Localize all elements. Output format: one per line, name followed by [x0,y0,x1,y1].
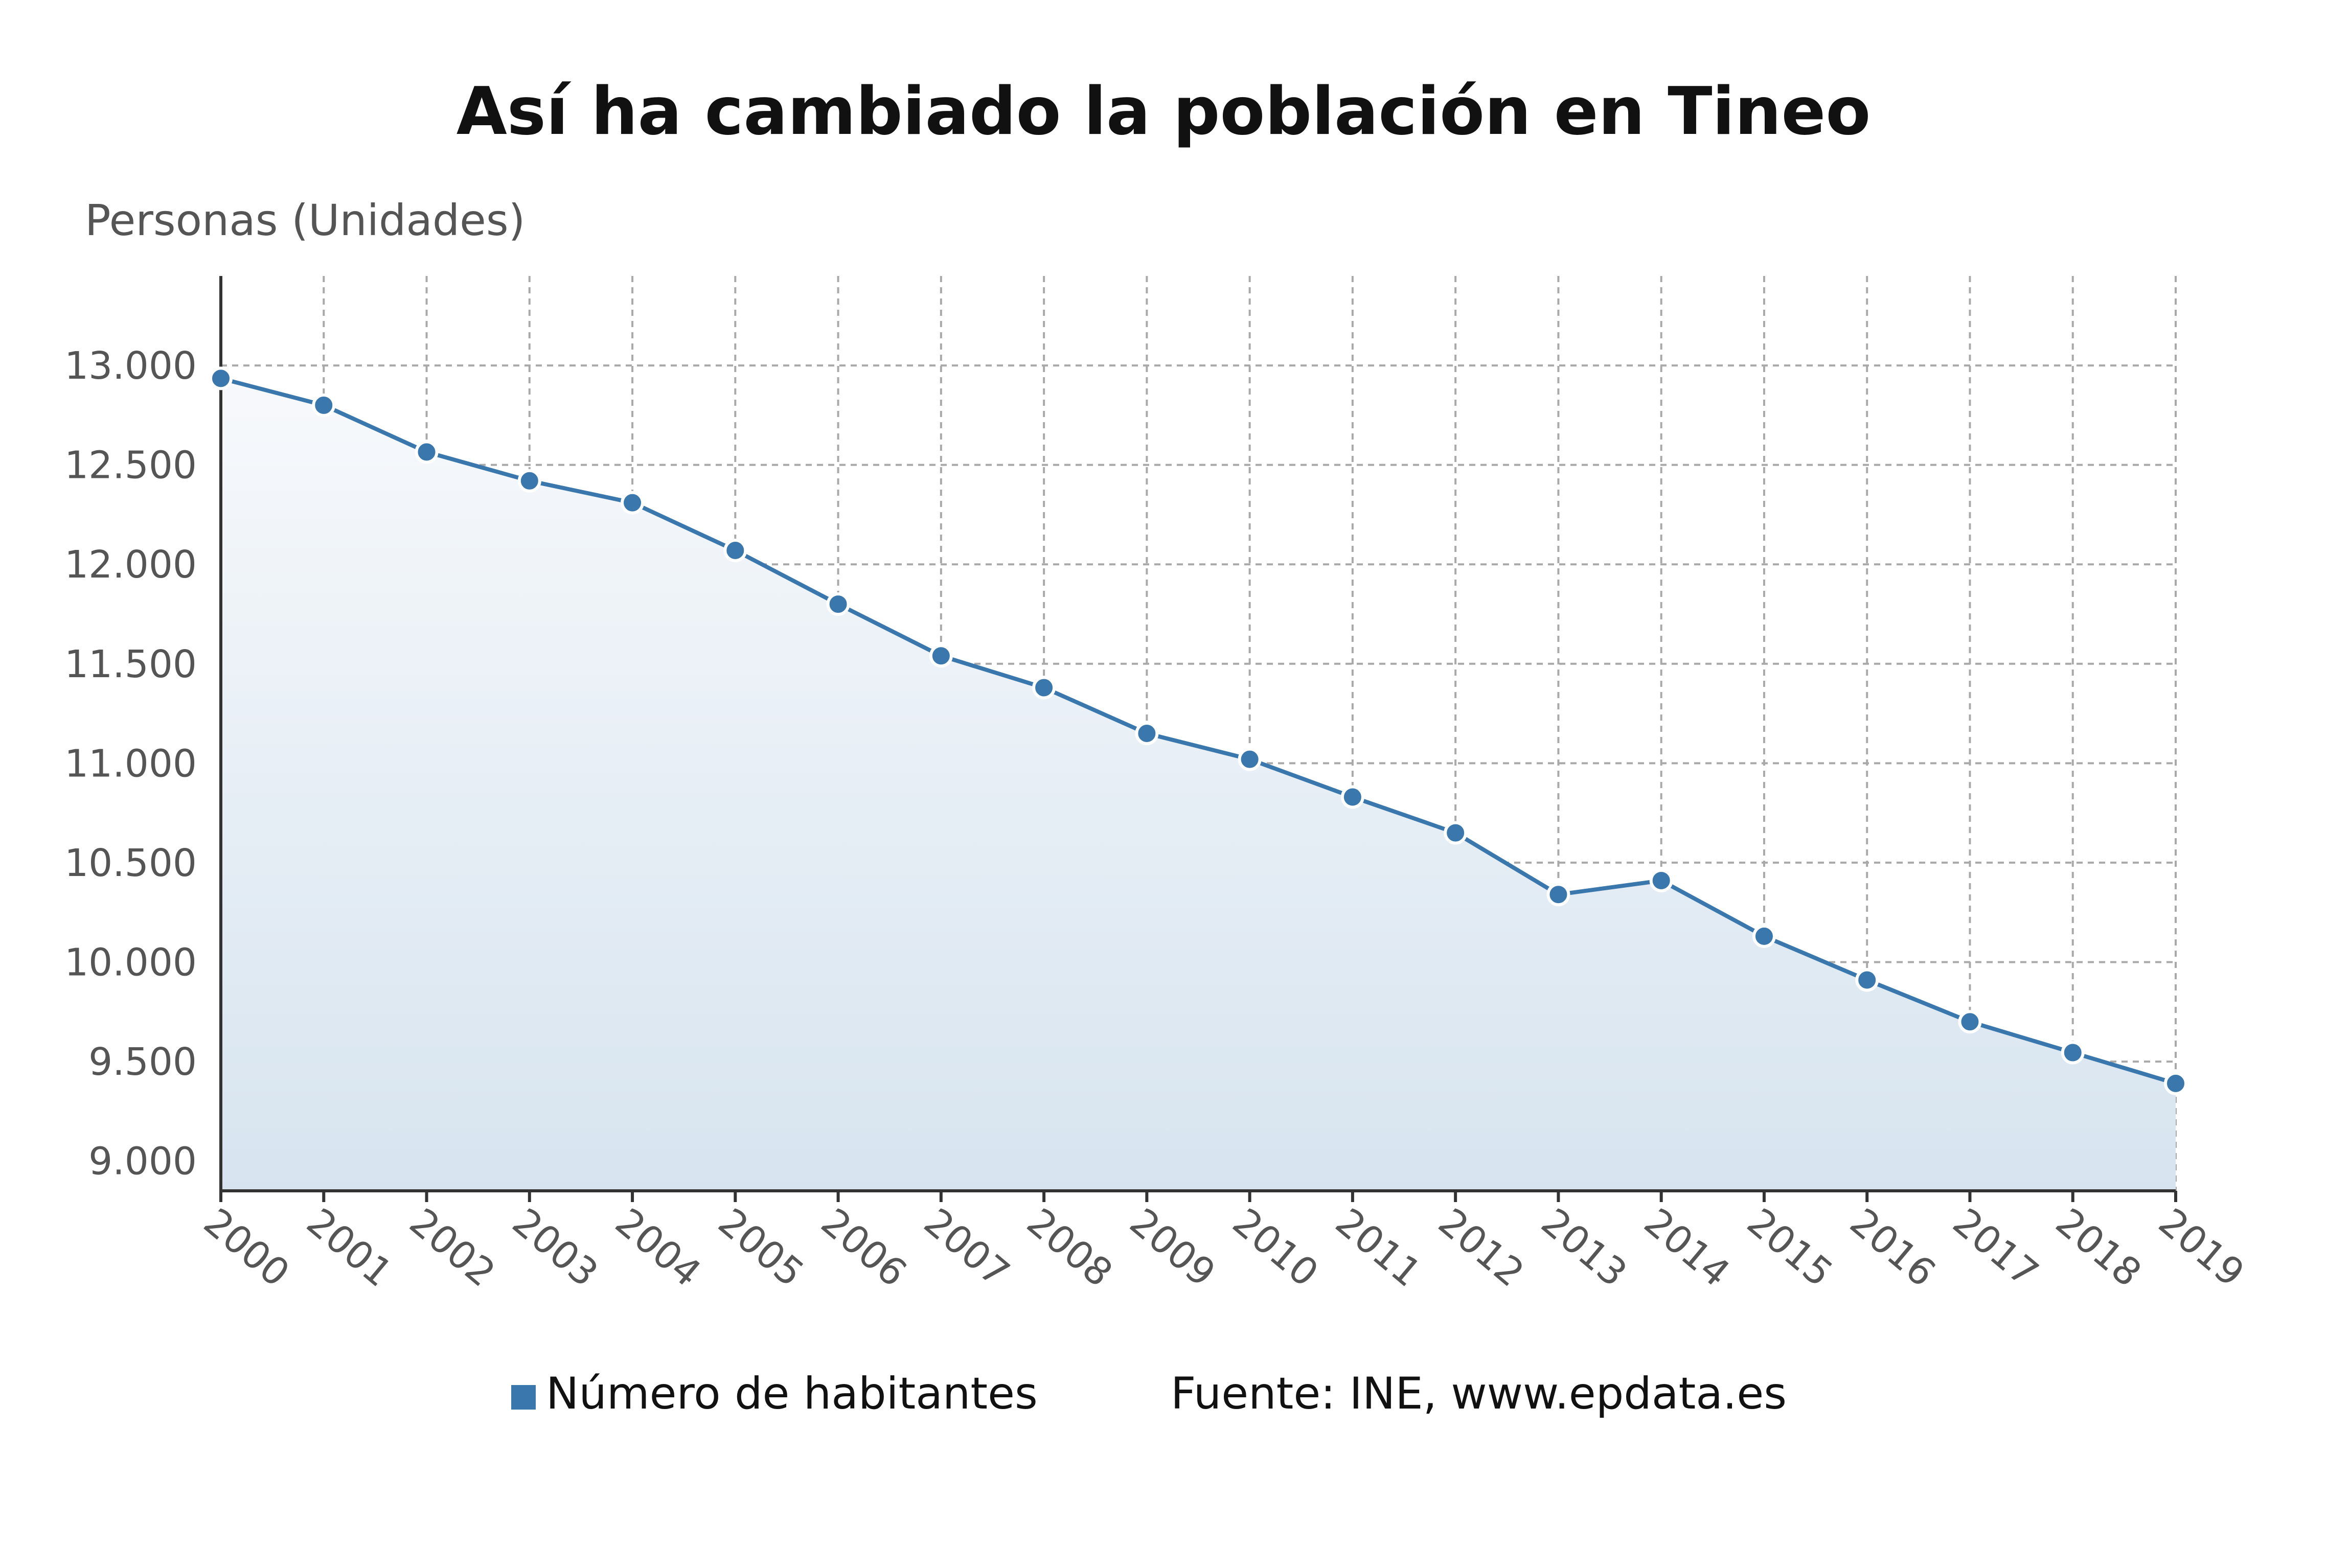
x-tick-label: 2006 [813,1200,915,1296]
data-point [1340,785,1364,809]
y-tick-label: 11.500 [64,642,197,686]
x-tick-label: 2004 [607,1200,709,1296]
x-tick-label: 2009 [1122,1200,1224,1296]
x-tick-label: 2013 [1533,1200,1635,1296]
x-tick-label: 2014 [1636,1200,1738,1296]
data-point [2061,1041,2085,1065]
x-axis-ticks: 2000 2001 2002 2003 2004 2005 2006 2007 2008 2009… [195,1200,2252,1296]
y-tick-label: 10.500 [64,841,197,885]
series-line [220,376,2177,1086]
x-tick-label: 2015 [1739,1200,1841,1296]
x-tick-label: 2018 [2047,1200,2150,1296]
data-point [2164,1071,2187,1095]
y-axis-label: Personas (Unidades) [85,195,525,245]
x-tick-label: 2002 [401,1200,504,1296]
x-tick-label: 2017 [1945,1200,2047,1296]
y-tick-label: 10.000 [64,941,197,985]
series-area [221,378,2176,1191]
chart-title: Así ha cambiado la población en Tineo [457,74,1871,150]
data-point [929,644,953,668]
y-tick-label: 12.500 [64,444,197,488]
y-tick-label: 13.000 [64,344,197,388]
data-point [1032,676,1056,700]
x-tick-label: 2016 [1842,1200,1944,1296]
data-point [1649,868,1673,892]
data-point [723,539,747,562]
axes [219,276,2177,1202]
data-point [1546,883,1570,907]
x-tick-label: 2007 [916,1200,1018,1296]
data-point [312,393,336,417]
y-tick-label: 9.500 [88,1040,197,1084]
x-tick-label: 2012 [1430,1200,1533,1296]
data-point [1444,821,1468,845]
x-tick-label: 2019 [2150,1200,2252,1296]
legend: Número de habitantes [511,1368,1038,1419]
source-note: Fuente: INE, www.epdata.es [1171,1368,1787,1419]
y-tick-label: 11.000 [64,742,197,786]
data-point [826,592,850,616]
y-axis-ticks: 9.000 9.500 10.000 10.500 11.000 11.500 12.000… [64,344,197,1184]
x-tick-label: 2001 [299,1200,401,1296]
x-tick-label: 2010 [1224,1200,1327,1296]
x-tick-label: 2008 [1019,1200,1121,1296]
x-tick-label: 2000 [195,1200,298,1296]
x-tick-label: 2005 [710,1200,812,1296]
data-point [415,440,439,464]
data-point [517,469,541,493]
data-point [1238,747,1262,771]
x-tick-label: 2003 [504,1200,606,1296]
data-point [621,491,645,515]
legend-swatch [511,1385,536,1410]
series-markers [209,366,2187,1095]
data-point [1135,722,1159,745]
data-point [1855,968,1879,992]
y-tick-label: 9.000 [88,1140,197,1184]
data-point [1752,924,1776,948]
legend-label: Número de habitantes [546,1368,1038,1419]
x-tick-label: 2011 [1327,1200,1429,1296]
data-point [1958,1010,1982,1034]
y-tick-label: 12.000 [64,543,197,587]
data-point [209,366,233,390]
